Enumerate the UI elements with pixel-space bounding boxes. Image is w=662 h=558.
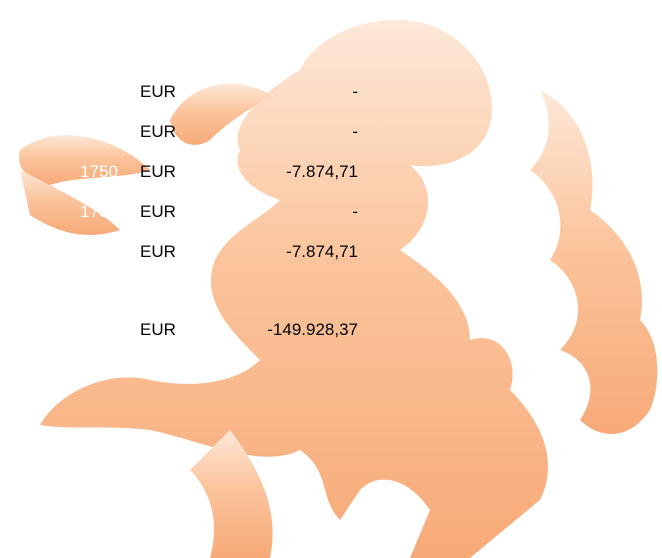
amount: -	[352, 120, 358, 144]
account-code: 1750	[80, 160, 118, 184]
amount: -	[352, 80, 358, 104]
table-row: EUR -7.874,71	[0, 240, 662, 264]
table-row: 1610 EUR -	[0, 120, 662, 144]
amount: -	[352, 200, 358, 224]
account-code: 1610	[80, 120, 118, 144]
currency: EUR	[140, 120, 176, 144]
currency: EUR	[140, 318, 176, 342]
sheet: EUR - 1610 EUR - 1750 EUR -7.874,71 1751 EUR - EUR -…	[0, 0, 662, 558]
table-row: EUR -149.928,37	[0, 318, 662, 342]
table-row: EUR -	[0, 80, 662, 104]
currency: EUR	[140, 240, 176, 264]
table-row: 1750 EUR -7.874,71	[0, 160, 662, 184]
currency: EUR	[140, 80, 176, 104]
currency: EUR	[140, 160, 176, 184]
amount: -149.928,37	[267, 318, 358, 342]
amount: -7.874,71	[286, 240, 358, 264]
table-row: 1751 EUR -	[0, 200, 662, 224]
amount: -7.874,71	[286, 160, 358, 184]
currency: EUR	[140, 200, 176, 224]
account-code: 1751	[80, 200, 118, 224]
